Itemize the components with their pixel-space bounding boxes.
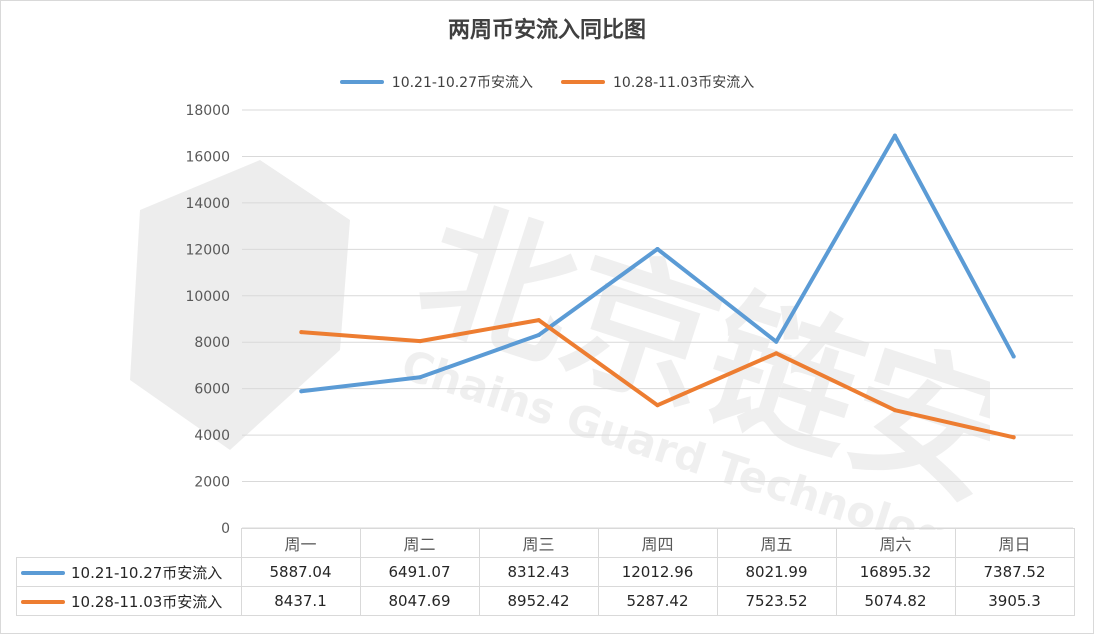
category-label: 周二 — [359, 528, 480, 558]
y-tick-label: 12000 — [185, 242, 230, 258]
category-label: 周四 — [597, 528, 718, 558]
y-tick-label: 16000 — [185, 149, 230, 165]
y-tick-label: 4000 — [194, 428, 230, 444]
y-tick-label: 18000 — [185, 103, 230, 119]
data-cell: 7523.52 — [716, 586, 837, 616]
data-point-series-1 — [299, 389, 304, 394]
data-cell: 8047.69 — [359, 586, 480, 616]
legend: 10.21-10.27币安流入 10.28-11.03币安流入 — [0, 72, 1094, 92]
data-cell: 8952.42 — [478, 586, 599, 616]
category-label: 周三 — [478, 528, 599, 558]
legend-swatch-series-2 — [561, 80, 605, 84]
data-cell: 8437.1 — [240, 586, 361, 616]
data-cell: 8312.43 — [478, 557, 599, 587]
chart-title: 两周币安流入同比图 — [447, 18, 646, 43]
category-label: 周五 — [716, 528, 837, 558]
data-table-corner — [16, 528, 242, 558]
data-cell: 3905.3 — [954, 586, 1075, 616]
category-label: 周日 — [954, 528, 1075, 558]
series-2-name: 10.28-11.03币安流入 — [71, 592, 223, 611]
data-point-series-2 — [1011, 435, 1016, 440]
data-table-series-label: 10.28-11.03币安流入 — [16, 586, 242, 616]
legend-item-series-1: 10.21-10.27币安流入 — [339, 72, 533, 92]
data-table: 周一 周二 周三 周四 周五 周六 周日 10.21-10.27币安流入 588… — [16, 528, 1075, 616]
data-point-series-2 — [774, 351, 779, 356]
series-1-name: 10.21-10.27币安流入 — [71, 563, 223, 582]
data-point-series-1 — [892, 133, 897, 138]
data-point-series-1 — [536, 332, 541, 337]
y-tick-label: 10000 — [185, 289, 230, 305]
y-tick-label: 6000 — [194, 382, 230, 398]
data-cell: 5074.82 — [835, 586, 956, 616]
data-cell: 5287.42 — [597, 586, 718, 616]
category-label: 周一 — [240, 528, 361, 558]
data-point-series-1 — [1011, 354, 1016, 359]
data-point-series-2 — [418, 339, 423, 344]
data-cell: 5887.04 — [240, 557, 361, 587]
data-table-row-series-1: 10.21-10.27币安流入 5887.04 6491.07 8312.43 … — [16, 557, 1075, 587]
data-table-header-row: 周一 周二 周三 周四 周五 周六 周日 — [16, 528, 1075, 558]
legend-swatch-series-1 — [339, 80, 384, 84]
legend-item-series-2: 10.28-11.03币安流入 — [561, 72, 754, 92]
data-cell: 12012.96 — [597, 557, 718, 587]
data-cell: 7387.52 — [954, 557, 1075, 587]
data-point-series-1 — [418, 375, 423, 380]
series-1-swatch — [21, 571, 65, 575]
category-label: 周六 — [835, 528, 956, 558]
legend-label-series-2: 10.28-11.03币安流入 — [613, 75, 755, 91]
data-table-row-series-2: 10.28-11.03币安流入 8437.1 8047.69 8952.42 5… — [16, 586, 1075, 616]
data-point-series-2 — [299, 330, 304, 335]
data-point-series-1 — [655, 247, 660, 252]
data-cell: 6491.07 — [359, 557, 480, 587]
data-cell: 16895.32 — [835, 557, 956, 587]
data-table-series-label: 10.21-10.27币安流入 — [16, 557, 242, 587]
y-tick-label: 8000 — [194, 335, 230, 351]
y-tick-label: 2000 — [194, 475, 230, 491]
data-point-series-1 — [774, 339, 779, 344]
data-point-series-2 — [655, 403, 660, 408]
y-tick-label: 14000 — [185, 196, 230, 212]
series-2-swatch — [21, 600, 65, 604]
data-cell: 8021.99 — [716, 557, 837, 587]
legend-label-series-1: 10.21-10.27币安流入 — [391, 75, 533, 91]
data-point-series-2 — [536, 318, 541, 323]
series-line-1 — [299, 133, 1016, 394]
data-point-series-2 — [892, 408, 897, 413]
